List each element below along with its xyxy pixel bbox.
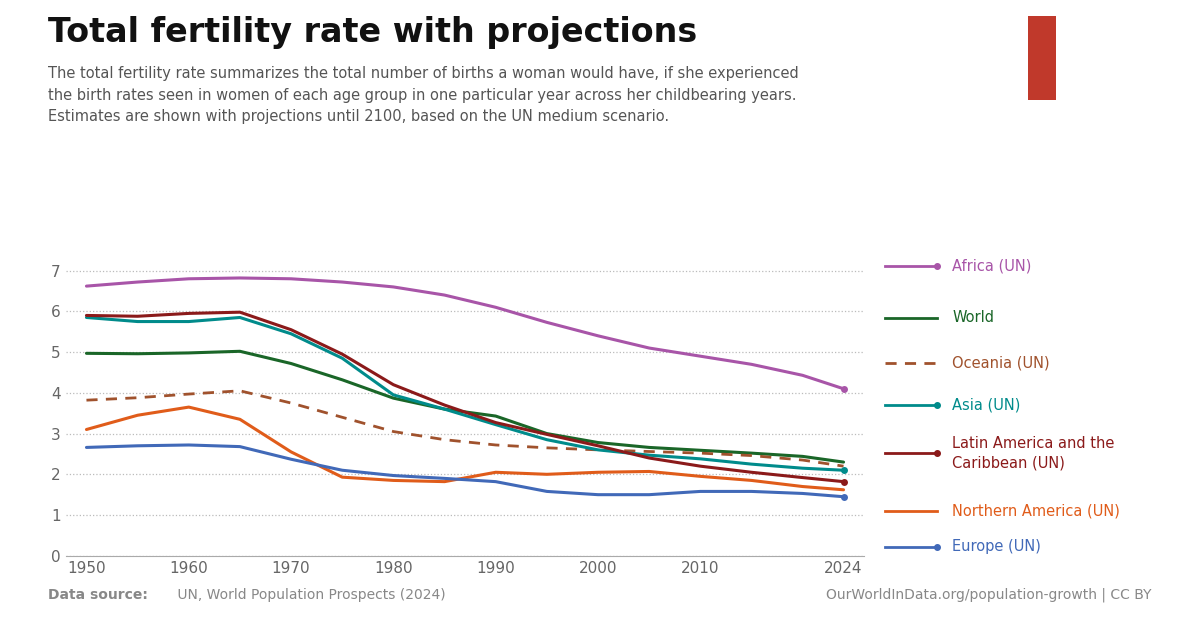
Text: OurWorldInData.org/population-growth | CC BY: OurWorldInData.org/population-growth | C…	[827, 587, 1152, 602]
Text: Total fertility rate with projections: Total fertility rate with projections	[48, 16, 697, 49]
Text: World: World	[953, 310, 995, 325]
Text: Data source:: Data source:	[48, 588, 148, 602]
Text: Oceania (UN): Oceania (UN)	[953, 355, 1050, 371]
Text: Northern America (UN): Northern America (UN)	[953, 503, 1121, 518]
Text: Asia (UN): Asia (UN)	[953, 398, 1021, 413]
Text: The total fertility rate summarizes the total number of births a woman would hav: The total fertility rate summarizes the …	[48, 66, 799, 124]
Text: Latin America and the
Caribbean (UN): Latin America and the Caribbean (UN)	[953, 436, 1115, 470]
Text: Europe (UN): Europe (UN)	[953, 539, 1042, 555]
Text: UN, World Population Prospects (2024): UN, World Population Prospects (2024)	[173, 588, 445, 602]
Text: Our World
in Data: Our World in Data	[1080, 41, 1156, 72]
Bar	[1028, 16, 1056, 100]
Text: Africa (UN): Africa (UN)	[953, 259, 1032, 274]
